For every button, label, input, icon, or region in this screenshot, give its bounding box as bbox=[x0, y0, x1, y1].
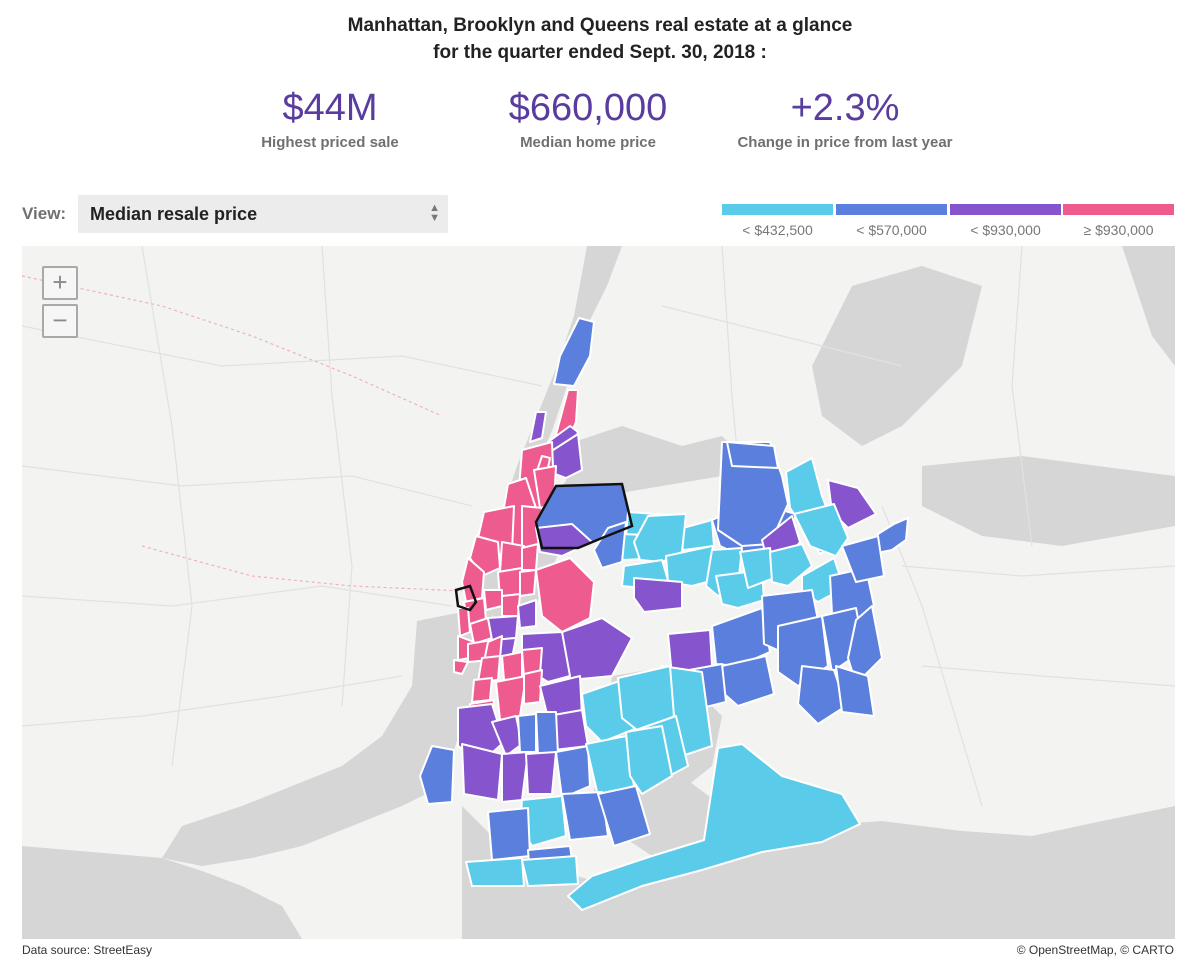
neighborhood-battery-park[interactable] bbox=[453, 659, 469, 675]
neighborhood-flatbush[interactable] bbox=[535, 711, 559, 757]
neighborhood-south-ozone-park[interactable] bbox=[721, 655, 775, 707]
state-boundary bbox=[22, 275, 443, 417]
choropleth-map[interactable]: + − bbox=[22, 246, 1175, 939]
neighborhood-fort-greene[interactable] bbox=[501, 651, 523, 681]
neighborhood-murray-hill[interactable] bbox=[519, 569, 537, 597]
neighborhood-cobble-hill[interactable] bbox=[471, 677, 493, 703]
legend-label: ≥ $930,000 bbox=[1083, 222, 1154, 238]
road-layer bbox=[22, 246, 1175, 807]
stat-label: Change in price from last year bbox=[737, 134, 953, 151]
map-svg[interactable] bbox=[22, 246, 1175, 939]
neighborhood-laurelton[interactable] bbox=[835, 665, 875, 717]
neighborhood-maspeth[interactable] bbox=[633, 577, 683, 613]
neighborhood-douglaston[interactable] bbox=[726, 441, 779, 469]
stat-label: Highest priced sale bbox=[261, 134, 399, 151]
neighborhood-long-island-city[interactable] bbox=[535, 557, 595, 633]
map-attribution: © OpenStreetMap, © CARTO bbox=[1016, 943, 1174, 957]
neighborhood-flatiron[interactable] bbox=[483, 589, 503, 611]
chart-title: Manhattan, Brooklyn and Queens real esta… bbox=[0, 12, 1200, 66]
neighborhood-greenpoint[interactable] bbox=[561, 617, 633, 681]
stat-value: $44M bbox=[282, 87, 378, 129]
neighborhood-bath-beach[interactable] bbox=[487, 807, 531, 861]
highlighted-neighborhood-hunters-point[interactable] bbox=[534, 482, 634, 550]
neighborhood-west-village[interactable] bbox=[457, 607, 471, 637]
neighborhood-kensington[interactable] bbox=[517, 713, 537, 753]
stat-value: +2.3% bbox=[790, 87, 900, 129]
neighborhood-washington-heights-north[interactable] bbox=[529, 411, 547, 443]
view-label: View: bbox=[22, 204, 67, 223]
zoom-out-button[interactable]: − bbox=[42, 304, 78, 338]
neighborhood-rosedale[interactable] bbox=[797, 665, 847, 725]
data-source: Data source: StreetEasy bbox=[22, 943, 153, 957]
view-select-value: Median resale price bbox=[90, 204, 258, 224]
neighborhood-stuy-town[interactable] bbox=[517, 599, 537, 629]
neighborhood-yorkville[interactable] bbox=[521, 543, 539, 571]
legend-label: < $570,000 bbox=[856, 222, 927, 238]
neighborhood-floral-park[interactable] bbox=[871, 517, 909, 555]
stat-highest-sale: $44M Highest priced sale bbox=[230, 88, 430, 151]
neighborhood-brooklyn-heights[interactable] bbox=[477, 655, 501, 683]
stat-price-change: +2.3% Change in price from last year bbox=[730, 88, 960, 151]
legend-swatch bbox=[836, 204, 947, 215]
neighborhood-borough-park[interactable] bbox=[525, 751, 557, 795]
stat-median-price: $660,000 Median home price bbox=[478, 88, 698, 151]
state-boundary bbox=[141, 545, 463, 592]
neighborhood-coney-island[interactable] bbox=[465, 857, 525, 887]
neighborhood-east-village[interactable] bbox=[487, 615, 519, 641]
neighborhood-midwood[interactable] bbox=[555, 745, 591, 799]
title-line-2: for the quarter ended Sept. 30, 2018 : bbox=[433, 42, 767, 63]
legend-label: < $930,000 bbox=[970, 222, 1041, 238]
legend-swatch bbox=[722, 204, 833, 215]
select-arrows-icon: ▲ ▼ bbox=[429, 202, 440, 224]
neighborhood-brighton-beach[interactable] bbox=[521, 855, 579, 887]
legend-swatch bbox=[1063, 204, 1174, 215]
highlighted-neighborhood-midtown-south[interactable] bbox=[454, 584, 478, 612]
neighborhood-whitestone[interactable] bbox=[593, 521, 627, 569]
stats-row: $44M Highest priced sale $660,000 Median… bbox=[0, 88, 1200, 158]
neighborhood-cambria-heights[interactable] bbox=[841, 535, 885, 583]
stat-label: Median home price bbox=[520, 134, 656, 151]
neighborhood-springfield-gardens[interactable] bbox=[847, 605, 883, 685]
neighborhood-rockaway-park[interactable] bbox=[567, 743, 861, 911]
legend-label: < $432,500 bbox=[742, 222, 813, 238]
neighborhood-park-slope[interactable] bbox=[495, 675, 527, 721]
neighborhood-gravesend[interactable] bbox=[561, 791, 609, 841]
neighborhood-layer bbox=[419, 317, 909, 911]
zoom-in-button[interactable]: + bbox=[42, 266, 78, 300]
highlight-layer bbox=[454, 482, 634, 612]
neighborhood-jamaica-estates[interactable] bbox=[769, 543, 813, 587]
neighborhood-dyker-heights[interactable] bbox=[501, 751, 529, 803]
neighborhood-canarsie[interactable] bbox=[625, 725, 673, 795]
neighborhood-fort-hamilton[interactable] bbox=[419, 745, 455, 805]
stat-value: $660,000 bbox=[508, 87, 668, 129]
neighborhood-bay-ridge[interactable] bbox=[461, 743, 503, 801]
title-line-1: Manhattan, Brooklyn and Queens real esta… bbox=[347, 15, 853, 36]
neighborhood-marine-park[interactable] bbox=[597, 785, 651, 847]
neighborhood-inwood[interactable] bbox=[553, 317, 595, 387]
neighborhood-gramercy[interactable] bbox=[501, 593, 521, 617]
legend-swatch bbox=[950, 204, 1061, 215]
neighborhood-prospect-heights[interactable] bbox=[523, 669, 543, 705]
view-select[interactable]: Median resale price ▲ ▼ bbox=[78, 195, 448, 233]
